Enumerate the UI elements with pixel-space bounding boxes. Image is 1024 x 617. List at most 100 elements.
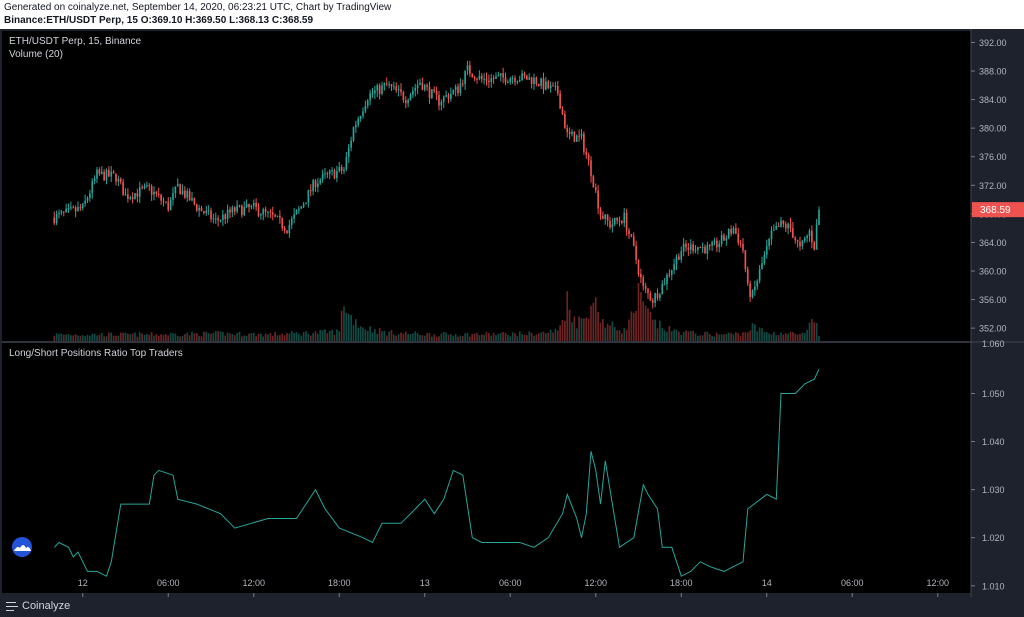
volume-bar [340,310,343,341]
volume-bar [673,329,675,341]
volume-bar [597,311,599,341]
candle-body [150,186,153,195]
time-tick-label: 12:00 [926,578,949,588]
candle-body [716,240,718,248]
brand[interactable]: Coinalyze [6,600,70,612]
candle-body [136,193,139,197]
time-axis[interactable]: 12 06:00 12:00 18:00 13 06:00 12:00 18:00 14 06:0… [78,578,949,597]
candle-body [566,128,569,133]
volume-bar [761,328,763,341]
candle-body [374,90,376,94]
ratio-axis[interactable]: 1.050 1.040 1.030 1.020 1.010 1.060 [971,339,1005,591]
candle-body [117,178,120,182]
volume-bar [471,334,474,341]
candle-body [737,233,740,243]
candle-body [409,94,412,101]
candle-body [416,84,419,88]
volume-bar [744,332,747,341]
candle-body [288,224,291,234]
volume-bar [309,335,312,341]
candle-body [637,260,640,274]
last-price-tag: 368.59 [972,202,1024,218]
candle-body [431,89,433,98]
candle-body [533,77,535,84]
candle-body [675,256,678,265]
candlesticks [53,60,820,309]
candle-body [419,82,421,85]
ratio-pane[interactable] [2,343,971,593]
candle-body [371,93,374,95]
ratio-tick-label: 1.050 [982,389,1005,399]
volume-bar [737,333,740,341]
volume-bar [642,301,645,341]
volume-bar [547,332,550,341]
volume-bar [172,333,174,341]
candle-body [723,235,725,241]
candle-body [262,209,265,215]
candle-body [110,171,113,177]
candle-body [184,190,186,198]
volume-bar [298,333,300,341]
volume-bar [290,331,293,341]
volume-bar [105,336,108,341]
volume-bar [545,333,547,341]
candle-body [333,170,336,179]
candle-body [594,187,597,191]
volume-bar [279,335,281,341]
volume-bar [150,332,153,341]
candle-body [480,75,483,80]
candle-body [295,210,298,215]
volume-bar [174,333,177,341]
volume-bar [751,323,754,341]
volume-bar [210,333,212,341]
volume-bar [568,309,571,341]
volume-bar [326,333,329,341]
candle-body [651,300,654,303]
candle-body [77,207,79,212]
candle-body [188,191,191,201]
candle-body [668,274,671,276]
candle-body [127,194,129,199]
volume-bar [438,336,440,341]
volume-bar [428,332,431,341]
candle-body [105,169,108,181]
candle-body [568,132,571,134]
candle-body [435,91,438,96]
volume-bar [542,331,545,341]
volume-bar [191,331,193,341]
volume-bar [697,335,699,341]
volume-bar [243,335,246,341]
volume-bar [336,329,338,341]
chart-area[interactable]: 392.00 388.00 384.00 380.00 376.00 372.00 368.… [0,29,1024,597]
last-price-label: 368.59 [980,205,1011,216]
volume-bar [250,333,253,341]
volume-bar [385,335,388,341]
candle-body [74,207,77,212]
volume-bar [495,335,497,341]
volume-bar [801,332,804,341]
candle-body [248,203,250,208]
candle-body [542,78,545,90]
candle-body [469,65,471,74]
volume-bar [305,331,307,341]
volume-bar [445,332,447,341]
volume-bar [224,335,227,341]
volume-bar [789,331,792,341]
volume-bar [583,318,585,341]
candle-body [347,147,350,157]
volume-bar [571,322,573,341]
candle-body [478,75,481,80]
candle-body [801,240,804,247]
volume-bar [530,332,533,341]
volume-bar [60,333,63,341]
volume-bar [623,328,626,341]
candle-body [217,218,219,221]
candle-body [393,86,395,88]
volume-bar [566,291,569,341]
volume-bar [110,332,113,341]
volume-bar [578,316,580,341]
volume-bar [72,335,75,341]
candle-body [571,131,573,134]
volume-bar [770,334,773,341]
volume-bar [628,319,630,341]
